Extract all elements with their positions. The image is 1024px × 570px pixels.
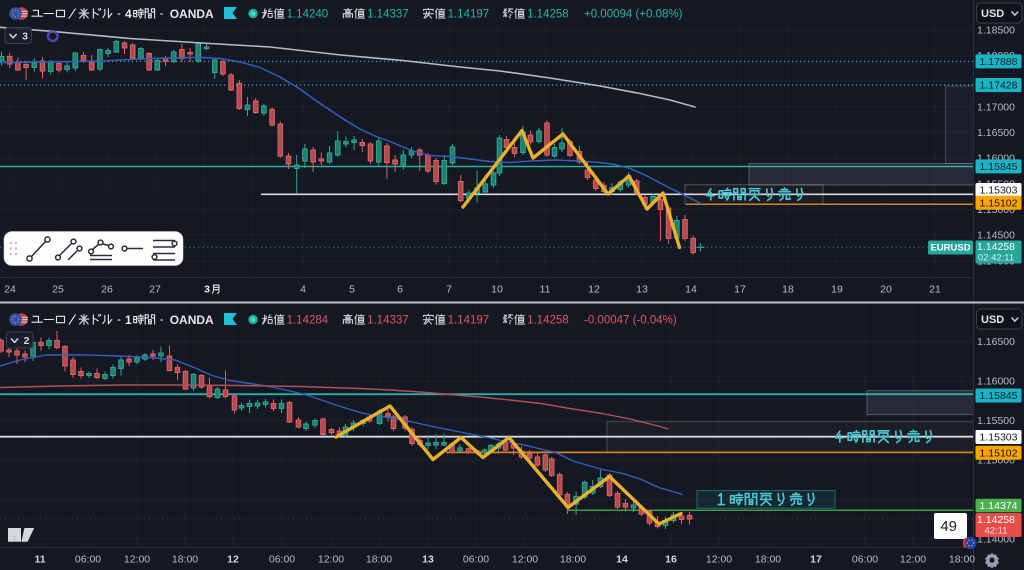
svg-text:1.14337: 1.14337 <box>367 314 409 326</box>
svg-text:49: 49 <box>940 518 957 535</box>
svg-text:1.15500: 1.15500 <box>977 415 1015 427</box>
svg-text:5: 5 <box>349 284 355 296</box>
svg-text:3: 3 <box>22 31 28 43</box>
svg-text:21: 21 <box>929 284 941 296</box>
svg-text:19: 19 <box>831 284 843 296</box>
svg-text:-0.00047 (-0.04%): -0.00047 (-0.04%) <box>584 314 677 326</box>
svg-text:1.15102: 1.15102 <box>980 447 1018 459</box>
svg-text:18:00: 18:00 <box>755 554 781 566</box>
svg-text:42:11: 42:11 <box>984 526 1007 537</box>
svg-text:1.14258: 1.14258 <box>527 8 569 20</box>
svg-text:25: 25 <box>52 284 64 296</box>
svg-text:1: 1 <box>125 313 132 327</box>
svg-text:12:00: 12:00 <box>900 554 926 566</box>
svg-text:1.14500: 1.14500 <box>977 230 1015 242</box>
svg-text:1.14258: 1.14258 <box>977 241 1015 253</box>
svg-text:12:00: 12:00 <box>318 554 344 566</box>
svg-text:18:00: 18:00 <box>172 554 198 566</box>
svg-text:4: 4 <box>300 284 306 296</box>
svg-text:2: 2 <box>24 335 30 347</box>
svg-text:6: 6 <box>397 284 403 296</box>
svg-text:17: 17 <box>810 554 822 566</box>
svg-text:06:00: 06:00 <box>852 554 878 566</box>
svg-text:12: 12 <box>588 284 600 296</box>
svg-text:7: 7 <box>446 284 452 296</box>
svg-text:USD: USD <box>981 8 1004 20</box>
svg-text:EURUSD: EURUSD <box>930 243 970 254</box>
svg-text:12: 12 <box>227 554 239 566</box>
svg-text:1.18500: 1.18500 <box>977 25 1015 37</box>
svg-text:1.15845: 1.15845 <box>980 390 1018 402</box>
svg-text:1.17428: 1.17428 <box>980 80 1018 92</box>
svg-text:14: 14 <box>685 284 697 296</box>
svg-text:11: 11 <box>540 284 551 296</box>
svg-text:17: 17 <box>734 284 746 296</box>
svg-text:26: 26 <box>101 284 113 296</box>
svg-text:18:00: 18:00 <box>949 554 975 566</box>
svg-text:1.17888: 1.17888 <box>980 56 1018 68</box>
svg-text:24: 24 <box>4 284 16 296</box>
svg-text:06:00: 06:00 <box>75 554 101 566</box>
svg-text:1.15845: 1.15845 <box>980 161 1018 173</box>
svg-text:27: 27 <box>149 284 161 296</box>
svg-text:1.14284: 1.14284 <box>287 314 329 326</box>
svg-text:4: 4 <box>125 7 132 21</box>
svg-text:+0.00094 (+0.08%): +0.00094 (+0.08%) <box>584 8 683 20</box>
svg-text:12:00: 12:00 <box>706 554 732 566</box>
svg-text:USD: USD <box>981 314 1004 326</box>
svg-text:20: 20 <box>880 284 892 296</box>
svg-text:18:00: 18:00 <box>560 554 586 566</box>
svg-text:OANDA: OANDA <box>170 313 214 327</box>
svg-text:18:00: 18:00 <box>366 554 392 566</box>
svg-text:06:00: 06:00 <box>463 554 489 566</box>
svg-text:02:42:11: 02:42:11 <box>978 253 1014 264</box>
svg-text:1.16000: 1.16000 <box>977 376 1015 388</box>
svg-text:1.14374: 1.14374 <box>980 500 1018 512</box>
svg-text:1.15303: 1.15303 <box>980 185 1018 197</box>
svg-text:18: 18 <box>782 284 794 296</box>
svg-text:1.15303: 1.15303 <box>980 432 1018 444</box>
svg-text:10: 10 <box>491 284 503 296</box>
svg-text:1.16500: 1.16500 <box>977 127 1015 139</box>
svg-text:12:00: 12:00 <box>124 554 150 566</box>
svg-text:1.14197: 1.14197 <box>448 314 490 326</box>
svg-text:1.14337: 1.14337 <box>367 8 409 20</box>
svg-text:1.16500: 1.16500 <box>977 336 1015 348</box>
svg-text:1.14258: 1.14258 <box>527 314 569 326</box>
svg-text:13: 13 <box>422 554 434 566</box>
svg-text:3: 3 <box>204 284 210 296</box>
svg-text:11: 11 <box>34 554 45 566</box>
svg-text:1.14197: 1.14197 <box>448 8 490 20</box>
svg-text:1.14258: 1.14258 <box>977 514 1015 526</box>
svg-text:1.15102: 1.15102 <box>980 197 1018 209</box>
svg-text:13: 13 <box>636 284 648 296</box>
svg-text:16: 16 <box>665 554 677 566</box>
svg-text:14: 14 <box>616 554 628 566</box>
svg-text:1.14240: 1.14240 <box>287 8 329 20</box>
svg-text:OANDA: OANDA <box>170 7 214 21</box>
svg-text:06:00: 06:00 <box>269 554 295 566</box>
svg-text:1.17000: 1.17000 <box>977 102 1015 114</box>
svg-text:12:00: 12:00 <box>512 554 538 566</box>
